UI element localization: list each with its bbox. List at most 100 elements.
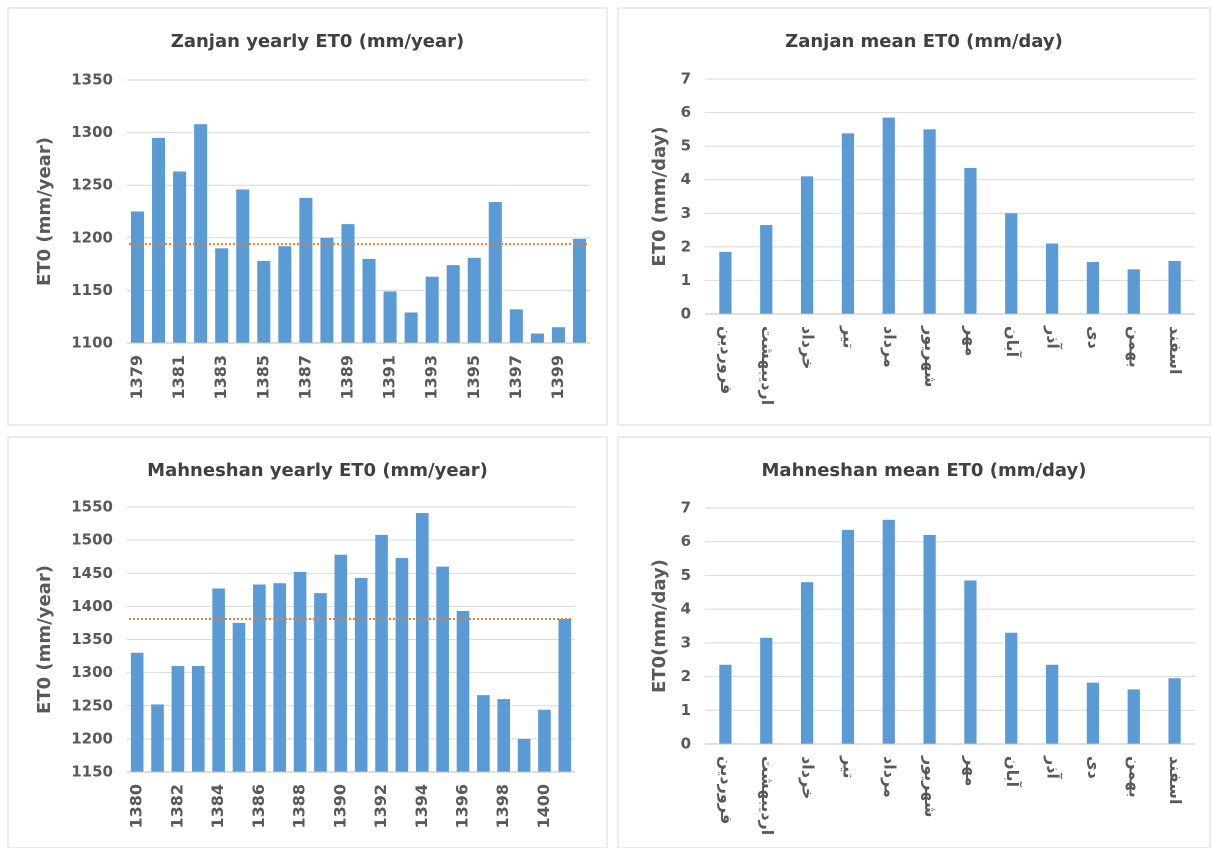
x-tick-label: 1386 xyxy=(249,784,268,829)
chart-title: Zanjan mean ET0 (mm/day) xyxy=(785,31,1063,52)
bar xyxy=(191,666,205,772)
bar xyxy=(383,291,397,343)
bar xyxy=(415,512,429,772)
bar xyxy=(923,534,936,744)
x-tick-label: 1400 xyxy=(534,784,553,829)
y-tick-label: 1200 xyxy=(71,729,113,747)
x-tick-label: خرداد xyxy=(799,326,818,369)
y-tick-label: 1150 xyxy=(71,763,113,781)
y-tick-label: 6 xyxy=(681,103,691,121)
x-tick-label: 1379 xyxy=(127,355,146,400)
bar xyxy=(151,704,164,772)
bar xyxy=(375,534,388,772)
bar xyxy=(152,137,166,343)
y-tick-label: 3 xyxy=(681,633,691,651)
y-tick-label: 3 xyxy=(681,204,691,222)
bar xyxy=(538,709,551,772)
bar xyxy=(558,618,572,772)
bar xyxy=(760,225,773,314)
bar xyxy=(362,258,376,343)
bar xyxy=(517,738,531,772)
x-tick-label: 1397 xyxy=(506,355,525,400)
x-tick-label: 1389 xyxy=(337,355,356,400)
x-tick-label: 1384 xyxy=(208,784,227,829)
y-tick-label: 1550 xyxy=(71,498,113,516)
bar xyxy=(173,171,187,343)
bar xyxy=(1045,243,1059,314)
y-tick-label: 1200 xyxy=(71,228,113,246)
y-tick-label: 1150 xyxy=(71,281,113,299)
x-tick-label: 1383 xyxy=(211,355,230,400)
bar xyxy=(436,566,449,772)
bar xyxy=(257,260,271,343)
x-tick-label: آذر xyxy=(1044,325,1064,349)
x-tick-label: 1390 xyxy=(330,784,349,829)
y-tick-label: 2 xyxy=(681,237,691,255)
bar xyxy=(425,276,439,343)
x-tick-label: بهمن xyxy=(1125,326,1144,368)
x-tick-label: 1381 xyxy=(169,355,188,400)
bar xyxy=(1127,689,1140,744)
x-tick-label: 1391 xyxy=(380,355,399,400)
x-tick-label: شهریور xyxy=(921,325,940,388)
bar xyxy=(551,327,565,343)
x-tick-label: 1382 xyxy=(167,784,186,829)
y-tick-label: 4 xyxy=(681,600,691,618)
x-tick-label: 1387 xyxy=(295,355,314,400)
bar xyxy=(488,202,502,343)
bar xyxy=(719,664,732,744)
chart-title: Mahneshan mean ET0 (mm/day) xyxy=(762,460,1087,481)
x-tick-label: 1396 xyxy=(453,784,472,829)
x-tick-label: اسفند xyxy=(1166,756,1185,805)
y-tick-label: 5 xyxy=(681,566,691,584)
y-tick-label: 1400 xyxy=(71,597,113,615)
x-tick-label: مهر xyxy=(962,325,981,356)
bar xyxy=(320,237,334,343)
bar xyxy=(1045,664,1059,744)
x-tick-label: مرداد xyxy=(880,756,899,798)
y-tick-label: 7 xyxy=(681,70,691,88)
bar xyxy=(477,695,490,772)
bar xyxy=(841,133,855,314)
y-tick-label: 0 xyxy=(681,305,691,323)
bar xyxy=(882,519,895,744)
bar xyxy=(509,309,523,343)
chart-title: Zanjan yearly ET0 (mm/year) xyxy=(171,31,464,52)
bar xyxy=(800,176,814,314)
bar xyxy=(212,588,225,772)
x-tick-label: 1398 xyxy=(493,784,512,829)
bar xyxy=(572,238,587,343)
x-tick-label: فروردین xyxy=(717,756,736,824)
bar xyxy=(1005,213,1018,314)
x-tick-label: مهر xyxy=(962,755,981,786)
bar xyxy=(1168,678,1181,744)
x-tick-label: فروردین xyxy=(717,326,736,394)
bar xyxy=(130,211,145,343)
bar xyxy=(334,554,348,772)
y-tick-label: 1100 xyxy=(71,334,113,352)
x-tick-label: 1394 xyxy=(412,784,431,829)
y-tick-label: 1250 xyxy=(71,176,113,194)
x-tick-label: تیر xyxy=(839,755,858,779)
y-tick-label: 0 xyxy=(681,735,691,753)
y-tick-label: 2 xyxy=(681,667,691,685)
y-tick-label: 4 xyxy=(681,170,691,188)
bar xyxy=(841,529,855,744)
bar xyxy=(232,622,246,772)
bar xyxy=(395,558,409,772)
bar xyxy=(760,637,773,744)
bar xyxy=(719,251,732,314)
x-tick-label: 1388 xyxy=(290,784,309,829)
bar xyxy=(446,265,460,343)
x-tick-label: 1385 xyxy=(253,355,272,400)
x-tick-label: آبان xyxy=(1003,326,1023,358)
bar xyxy=(130,652,144,772)
y-axis-title: ET0 (mm/day) xyxy=(649,126,670,266)
x-tick-label: تیر xyxy=(839,325,858,349)
y-tick-label: 1300 xyxy=(71,123,113,141)
x-tick-label: 1393 xyxy=(422,355,441,400)
bar xyxy=(194,124,208,344)
x-tick-label: دی xyxy=(1084,756,1103,779)
x-tick-label: شهریور xyxy=(921,755,940,818)
